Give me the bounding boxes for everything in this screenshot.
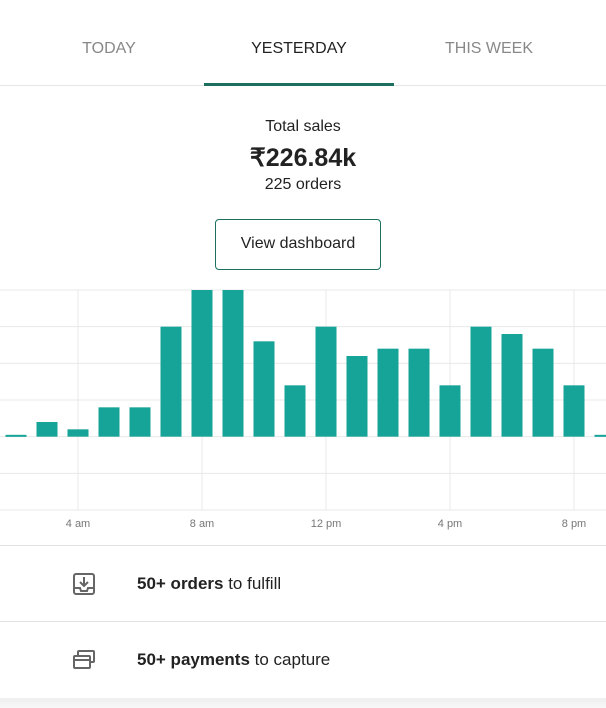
bar — [222, 290, 244, 437]
bar — [346, 356, 368, 437]
x-tick-label: 12 pm — [311, 518, 342, 530]
task-count: 50+ payments — [137, 650, 250, 669]
bar — [501, 334, 523, 437]
bar — [5, 434, 27, 437]
bar — [315, 326, 337, 437]
bar — [377, 348, 399, 437]
bar — [532, 348, 554, 437]
view-dashboard-button[interactable]: View dashboard — [215, 219, 381, 270]
bottom-shadow — [0, 698, 606, 708]
x-tick-label: 4 am — [66, 518, 90, 530]
inbox-icon — [73, 573, 95, 595]
bar — [253, 341, 275, 437]
x-tick-label: 4 pm — [438, 518, 462, 530]
task-text: 50+ orders to fulfill — [137, 574, 281, 594]
task-count: 50+ orders — [137, 574, 224, 593]
tab[interactable]: YESTERDAY — [251, 40, 347, 57]
bar — [594, 434, 606, 437]
tab-indicator — [204, 83, 394, 86]
task-rest: to fulfill — [223, 574, 282, 593]
chart: 4 am 8 am 12 pm 4 pm 8 pm — [0, 289, 606, 530]
summary-amount: ₹226.84k — [249, 144, 357, 172]
task-text: 50+ payments to capture — [137, 650, 330, 670]
bar — [36, 422, 58, 437]
bar — [284, 385, 306, 437]
x-tick-label: 8 pm — [562, 518, 586, 530]
bar — [439, 385, 461, 437]
payment-icon — [73, 650, 95, 669]
bar — [408, 348, 430, 437]
task-row[interactable]: 50+ orders to fulfill — [0, 545, 606, 622]
bar — [129, 407, 151, 437]
bar — [563, 385, 585, 437]
x-tick-label: 8 am — [190, 518, 214, 530]
tab[interactable]: TODAY — [82, 40, 136, 57]
bar — [470, 326, 492, 437]
bar — [98, 407, 120, 437]
bar — [67, 429, 89, 437]
task-row[interactable]: 50+ payments to capture — [0, 621, 606, 699]
summary-label: Total sales — [265, 118, 341, 135]
task-rest: to capture — [249, 650, 331, 669]
summary-orders: 225 orders — [264, 176, 342, 193]
bar — [191, 290, 213, 437]
bar — [160, 326, 182, 437]
tab[interactable]: THIS WEEK — [444, 40, 533, 57]
